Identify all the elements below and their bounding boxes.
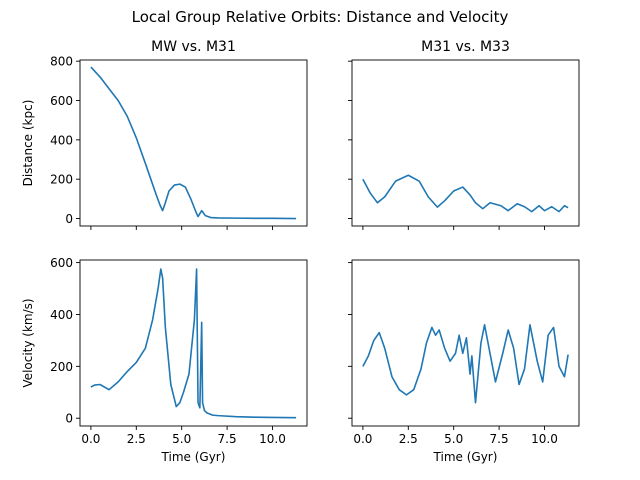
x-tick-label: 7.5 <box>218 432 237 446</box>
y-tick-label: 800 <box>50 55 73 69</box>
subplot-1: 0 200 400 600 800 MW vs. M31 Distance (kpc) <box>21 39 308 230</box>
y-tick-label: 200 <box>50 173 73 187</box>
x-tick-label: 2.5 <box>127 432 146 446</box>
x-tick-label: 5.0 <box>444 432 463 446</box>
series-line <box>90 268 297 419</box>
x-tick-label: 5.0 <box>172 432 191 446</box>
series-line <box>362 174 569 213</box>
y-tick-label: 400 <box>50 133 73 147</box>
x-tick-label: 7.5 <box>490 432 509 446</box>
y-tick-label: 600 <box>50 94 73 108</box>
subplot-grid: 0 200 400 600 800 MW vs. M31 Distance (kpc) M31… <box>21 39 580 464</box>
y-tick-label: 0 <box>65 412 73 426</box>
y-tick-label: 200 <box>50 360 73 374</box>
subplot-4: 0.0 2.5 5.0 7.5 10.0 Time (Gyr) <box>348 259 580 464</box>
x-tick-label: 10.0 <box>531 432 558 446</box>
x-tick-label: 0.0 <box>353 432 372 446</box>
x-tick-label: 2.5 <box>399 432 418 446</box>
y-axis-label: Velocity (km/s) <box>21 298 35 387</box>
x-axis-label: Time (Gyr) <box>433 450 498 464</box>
x-axis-label: Time (Gyr) <box>161 450 226 464</box>
x-tick-label: 10.0 <box>259 432 286 446</box>
subplot-title: MW vs. M31 <box>151 39 236 55</box>
plot-frame <box>79 59 308 227</box>
y-tick-label: 0 <box>65 212 73 226</box>
series-line <box>362 324 569 404</box>
figure-suptitle: Local Group Relative Orbits: Distance an… <box>132 8 509 26</box>
subplot-2: M31 vs. M33 <box>348 39 580 230</box>
subplot-title: M31 vs. M33 <box>421 39 510 55</box>
plot-frame <box>351 59 580 227</box>
x-tick-label: 0.0 <box>81 432 100 446</box>
plot-frame <box>79 259 308 427</box>
plot-frame <box>351 259 580 427</box>
subplot-3: 0.0 2.5 5.0 7.5 10.0 0 200 400 600 Time (Gyr) Velo… <box>21 256 308 464</box>
y-tick-label: 400 <box>50 308 73 322</box>
y-axis-label: Distance (kpc) <box>21 100 35 187</box>
series-line <box>90 66 297 220</box>
y-tick-label: 600 <box>50 256 73 270</box>
